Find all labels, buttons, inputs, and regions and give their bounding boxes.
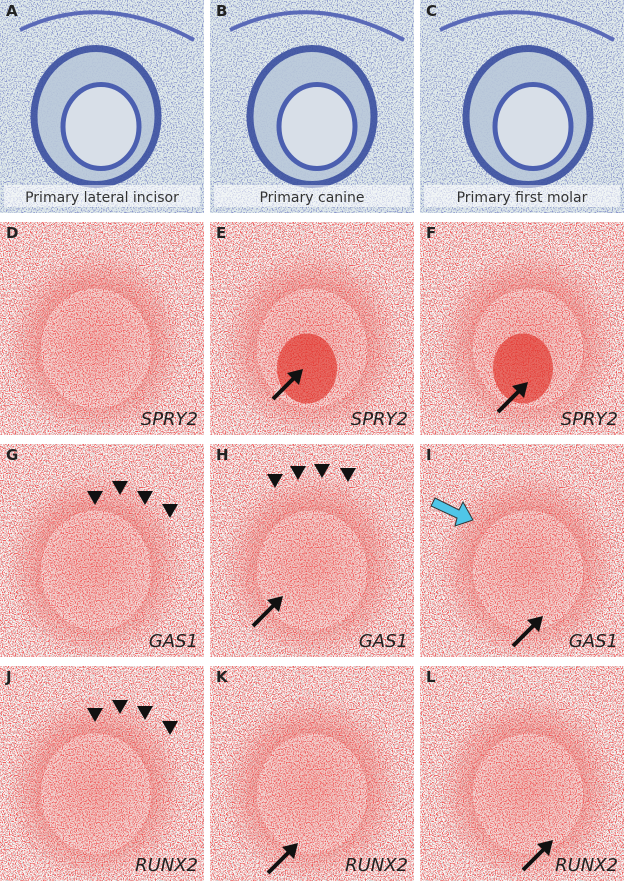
micrograph	[210, 222, 414, 435]
gene-label: SPRY2	[141, 409, 198, 430]
arrowhead	[112, 481, 128, 495]
micrograph	[0, 222, 204, 435]
arrow	[251, 602, 277, 628]
panel: H GAS1	[210, 444, 414, 657]
micrograph	[420, 0, 624, 213]
arrow	[267, 596, 283, 612]
micrograph	[420, 222, 624, 435]
arrowhead	[137, 491, 153, 505]
panel: D SPRY2	[0, 222, 204, 435]
gene-label: GAS1	[569, 631, 618, 652]
arrowhead	[314, 464, 330, 478]
arrow	[521, 846, 547, 872]
panel-letter: L	[426, 668, 436, 686]
micrograph	[0, 444, 204, 657]
panel-letter: C	[426, 2, 437, 20]
arrowhead	[290, 466, 306, 480]
tooth-label: Primary first molar	[457, 190, 588, 206]
panel-letter: D	[6, 224, 18, 242]
panel-letter: H	[216, 446, 229, 464]
arrow	[266, 849, 292, 875]
arrowhead	[340, 468, 356, 482]
arrow	[511, 622, 537, 648]
gene-label: RUNX2	[345, 855, 408, 876]
micrograph	[420, 666, 624, 881]
arrow	[527, 616, 543, 632]
gene-label: GAS1	[359, 631, 408, 652]
panel: K RUNX2	[210, 666, 414, 881]
arrowhead	[112, 700, 128, 714]
tooth-label: Primary canine	[259, 190, 364, 206]
tooth-label: Primary lateral incisor	[25, 190, 179, 206]
panel-letter: I	[426, 446, 432, 464]
panel: E SPRY2	[210, 222, 414, 435]
micrograph	[210, 666, 414, 881]
panel: G GAS1	[0, 444, 204, 657]
panel: B Primary canine	[210, 0, 414, 213]
arrow	[430, 497, 474, 527]
arrowhead	[137, 706, 153, 720]
micrograph	[420, 444, 624, 657]
arrow	[537, 840, 553, 856]
panel: J RUNX2	[0, 666, 204, 881]
panel: I GAS1	[420, 444, 624, 657]
arrowhead	[162, 504, 178, 518]
micrograph	[0, 0, 204, 213]
panel: F SPRY2	[420, 222, 624, 435]
panel-letter: E	[216, 224, 226, 242]
gene-label: SPRY2	[561, 409, 618, 430]
arrowhead	[87, 708, 103, 722]
panel: A Primary lateral incisor	[0, 0, 204, 213]
panel-letter: B	[216, 2, 227, 20]
arrowhead	[162, 721, 178, 735]
micrograph	[210, 444, 414, 657]
panel: C Primary first molar	[420, 0, 624, 213]
arrow	[271, 375, 297, 401]
micrograph	[0, 666, 204, 881]
panel-letter: F	[426, 224, 436, 242]
arrowhead	[87, 491, 103, 505]
panel-letter: J	[5, 668, 12, 686]
panel: L RUNX2	[420, 666, 624, 881]
panel-letter: G	[6, 446, 18, 464]
gene-label: RUNX2	[555, 855, 618, 876]
gene-label: SPRY2	[351, 409, 408, 430]
arrow	[496, 388, 522, 414]
gene-label: RUNX2	[135, 855, 198, 876]
panel-letter: A	[6, 2, 18, 20]
panel-letter: K	[216, 668, 229, 686]
arrow	[287, 369, 303, 385]
arrow	[512, 382, 528, 398]
arrowhead	[267, 474, 283, 488]
micrograph	[210, 0, 414, 213]
gene-label: GAS1	[149, 631, 198, 652]
arrow	[282, 843, 298, 859]
